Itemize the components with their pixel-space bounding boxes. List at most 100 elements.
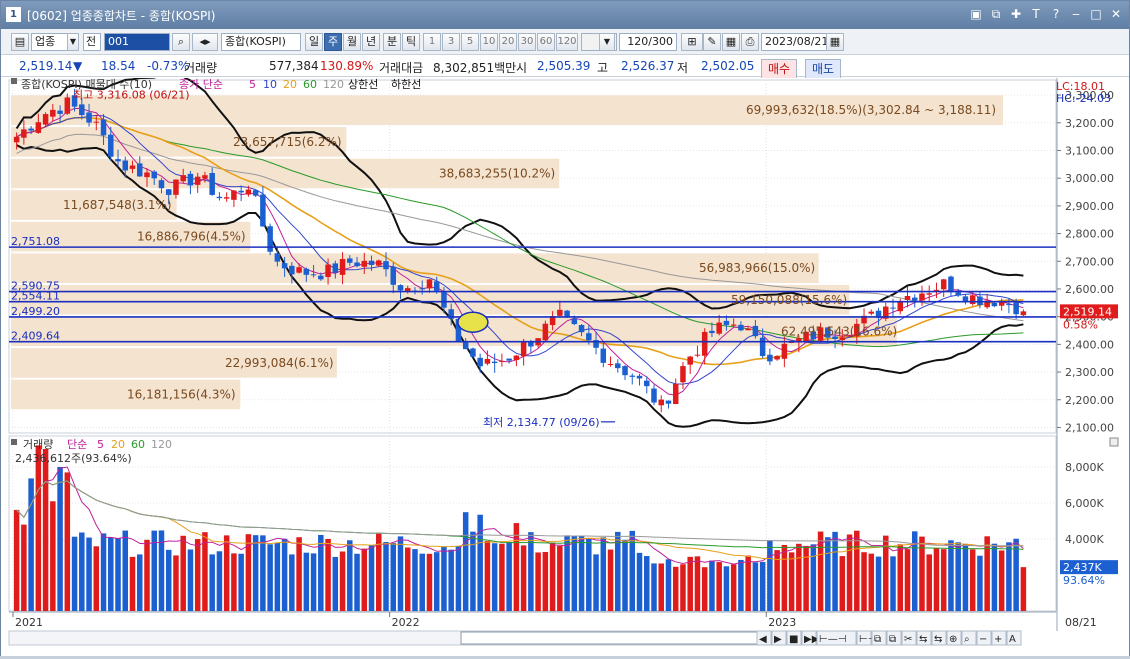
high-label: 고 (597, 61, 609, 75)
text-icon[interactable]: T (1032, 7, 1040, 21)
save-icon[interactable]: ▦ (722, 33, 740, 51)
candle-body (79, 104, 85, 116)
interval-10[interactable]: 10 (480, 33, 498, 51)
interval-20[interactable]: 20 (499, 33, 517, 51)
candle-body (347, 258, 353, 263)
period-day[interactable]: 일 (305, 33, 323, 51)
highlight-ellipse (457, 311, 489, 333)
dock-icon[interactable]: ▣ (970, 7, 982, 21)
volume-profile-bar (11, 95, 1003, 126)
volume-bar (897, 544, 904, 611)
candle-body (651, 388, 657, 403)
candle-body (376, 260, 382, 266)
indicator-icon[interactable]: ⊞ (681, 33, 703, 51)
candle-body (883, 306, 889, 319)
candle-body (252, 190, 259, 196)
candle-body (86, 112, 92, 123)
volume-bar (57, 467, 63, 611)
sell-button[interactable]: 매도 (805, 59, 842, 79)
maximize-icon[interactable]: □ (1090, 7, 1102, 21)
support-line-label: 2,590.75 (11, 280, 60, 293)
volume-bar (636, 552, 643, 611)
chart-area[interactable]: 3,300.00 3,200.00 3,100.00 3,000.00 2,900.00… (1, 72, 1129, 656)
volume-bar (397, 536, 404, 611)
volume-bar (361, 548, 368, 611)
interval-60[interactable]: 60 (537, 33, 555, 51)
candle-body (738, 324, 744, 331)
volume-bar (723, 566, 730, 611)
minimize-icon[interactable]: ‒ (1072, 7, 1080, 21)
volume-bar (180, 535, 186, 611)
down-arrow-icon: ▼ (73, 59, 83, 73)
custom-dropdown-icon[interactable]: ▼ (599, 33, 615, 51)
sound-icon[interactable]: ◂▸ (192, 33, 218, 51)
close-icon[interactable]: ✕ (1110, 7, 1122, 21)
restore-small-icon[interactable]: ⧉ (991, 7, 1001, 21)
market-dropdown-icon[interactable]: ▼ (67, 33, 79, 51)
scroll-left-icon (756, 630, 772, 646)
volume-axis-label: 8,000K (1065, 461, 1104, 474)
volume-bar (187, 549, 194, 611)
x-axis-label: 2023 (768, 616, 796, 629)
volume-bar (267, 544, 273, 611)
period-tick[interactable]: 틱 (402, 33, 420, 51)
ma20-line (16, 116, 1024, 366)
candle-body (173, 179, 179, 195)
volume-bar (513, 523, 520, 611)
candle-body (180, 175, 186, 182)
zoom-range-icon (816, 630, 857, 646)
layout-icon[interactable]: ▤ (11, 33, 29, 51)
count-field[interactable]: 120/300 (619, 33, 677, 51)
candle-body (586, 333, 592, 341)
volume-bar (13, 509, 20, 611)
volume-bar (310, 553, 317, 611)
volume-bar (890, 556, 896, 611)
candle-body (962, 296, 969, 303)
candle-body (506, 358, 512, 361)
interval-1[interactable]: 1 (423, 33, 441, 51)
candle-body (281, 263, 288, 269)
draw-tool-icon[interactable]: ✎ (703, 33, 721, 51)
candle-body (462, 342, 469, 350)
candle-body (911, 297, 918, 301)
volume-bar (238, 553, 244, 611)
volume-axis-label: 4,000K (1065, 533, 1104, 546)
search-icon[interactable]: ⌕ (172, 33, 190, 51)
candle-body (354, 262, 360, 267)
price-axis-label: 3,300.00 (1065, 89, 1114, 102)
calendar-icon[interactable]: ▦ (826, 33, 844, 51)
date-field[interactable]: 2023/08/21 (761, 33, 827, 51)
pin-icon[interactable]: ✚ (1010, 7, 1022, 21)
volume-badge (1060, 560, 1118, 575)
candle-body (231, 190, 237, 200)
interval-30[interactable]: 30 (518, 33, 536, 51)
support-line-label: 2,409.64 (11, 330, 60, 343)
candle-body (977, 296, 983, 306)
period-year[interactable]: 년 (362, 33, 380, 51)
period-minute[interactable]: 분 (383, 33, 401, 51)
zoom-fit-icon-glyph: ⊢⊣ (859, 634, 876, 645)
interval-120[interactable]: 120 (556, 33, 578, 51)
help-icon[interactable]: ? (1052, 7, 1060, 21)
add-icon-glyph: ⊕ (949, 634, 957, 645)
period-week[interactable]: 주 (324, 33, 342, 51)
price-axis-label: 2,800.00 (1065, 228, 1114, 241)
prev-button[interactable]: 전 (83, 33, 101, 51)
volume-bar (839, 556, 846, 611)
volume-bar (209, 554, 215, 611)
period-month[interactable]: 월 (343, 33, 361, 51)
price-panel-frame (8, 79, 1057, 434)
volume-bar (462, 512, 469, 611)
candle-body (890, 307, 896, 309)
interval-3[interactable]: 3 (442, 33, 460, 51)
volume-bar (933, 548, 940, 611)
price-axis-label: 3,100.00 (1065, 144, 1114, 157)
interval-5[interactable]: 5 (461, 33, 479, 51)
candle-body (665, 400, 672, 404)
chart-svg[interactable]: 3,300.00 3,200.00 3,100.00 3,000.00 2,900.00… (1, 72, 1129, 656)
buy-button[interactable]: 매수 (761, 59, 798, 79)
print-icon[interactable]: ⎙ (741, 33, 759, 51)
title-bar[interactable]: 1 [0602] 업종종합차트 - 종합(KOSPI) ▣ ⧉ ✚ T ? ‒ … (1, 1, 1129, 29)
volume-bar (100, 533, 107, 611)
code-input[interactable]: 001 (104, 33, 170, 51)
